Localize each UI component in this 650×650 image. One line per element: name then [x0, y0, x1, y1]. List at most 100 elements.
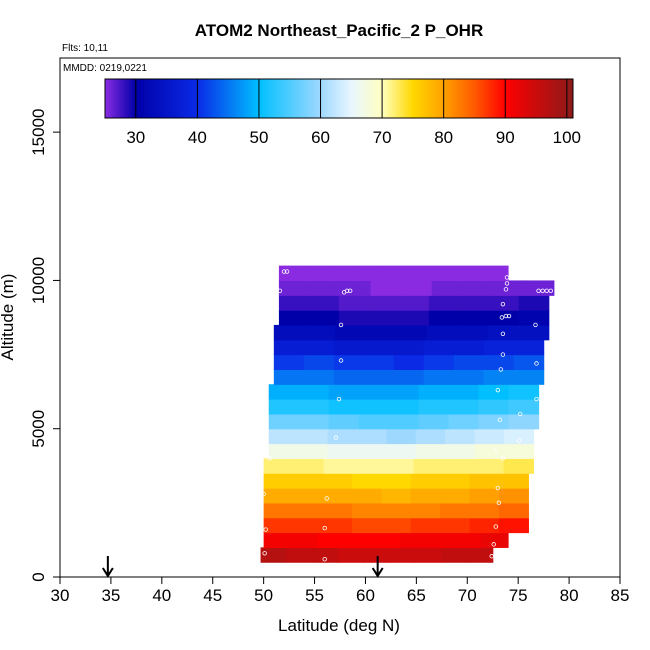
heatmap-cell-7-0 [268, 443, 299, 459]
heatmap-cell-3-4 [381, 502, 412, 519]
heatmap-cell-15-3 [365, 324, 397, 341]
latitude-markers [102, 556, 384, 578]
heatmap-cell-17-1 [308, 295, 340, 311]
heatmap-cell-12-0 [273, 369, 305, 385]
heatmap-cell-0-6 [415, 547, 442, 563]
colorbar-tick-label-60: 60 [311, 128, 330, 147]
heatmap-cell-4-4 [381, 488, 412, 504]
heatmap-bands [260, 265, 555, 563]
heatmap-cell-6-6 [443, 458, 475, 474]
heatmap-cell-1-6 [426, 532, 455, 548]
heatmap-cell-12-6 [453, 369, 485, 385]
sample-point-17 [518, 411, 523, 417]
x-tick-label-55: 55 [305, 586, 324, 605]
sample-point-3 [491, 542, 496, 547]
sample-point-26 [500, 331, 506, 337]
heatmap-cell-3-0 [263, 502, 294, 519]
heatmap-cell-11-3 [358, 384, 390, 400]
heatmap-cell-19-2 [329, 265, 356, 282]
y-tick-label-15000: 15000 [29, 109, 48, 156]
heatmap-cell-1-7 [453, 532, 482, 548]
heatmap-cell-0-7 [441, 547, 468, 563]
heatmap-cell-6-3 [353, 458, 385, 474]
sample-point-20 [495, 387, 501, 393]
heatmap-cell-2-5 [410, 517, 441, 534]
heatmap-cell-0-8 [466, 547, 494, 563]
heatmap-cell-10-4 [388, 399, 420, 415]
y-tick-label-10000: 10000 [29, 257, 48, 304]
colorbar: 30 40 50 60 70 80 90 100 [104, 78, 581, 147]
heatmap-cell-5-0 [263, 473, 294, 489]
heatmap-cell-13-1 [303, 354, 335, 370]
sample-point-14 [333, 435, 339, 440]
heatmap-cell-2-3 [351, 517, 382, 534]
sample-point-31 [500, 301, 506, 307]
heatmap-cell-3-1 [293, 502, 324, 519]
heatmap-cell-1-5 [399, 532, 428, 548]
heatmap-cell-7-6 [445, 443, 476, 459]
x-tick-label-30: 30 [51, 586, 70, 605]
heatmap-cell-8-8 [504, 428, 535, 445]
heatmap-cell-0-2 [312, 547, 339, 563]
heatmap-cell-14-7 [483, 339, 515, 356]
heatmap-cell-3-8 [498, 502, 529, 519]
heatmap-cell-0-5 [389, 547, 416, 563]
sample-point-16 [497, 417, 503, 423]
heatmap-cell-16-2 [338, 310, 370, 326]
heatmap-cell-6-4 [383, 458, 415, 474]
heatmap-cell-15-8 [518, 324, 550, 341]
heatmap-cell-19-1 [304, 265, 331, 282]
heatmap-cell-7-1 [298, 443, 329, 459]
heatmap-cell-8-1 [298, 428, 329, 445]
sample-point-9 [496, 500, 502, 506]
y-tick-label-0: 0 [29, 572, 48, 581]
heatmap-cell-13-3 [363, 354, 395, 370]
heatmap-cell-14-2 [333, 339, 365, 356]
heatmap-cell-18-8 [523, 280, 555, 296]
heatmap-cell-5-4 [381, 473, 412, 489]
heatmap-cell-19-7 [457, 265, 484, 282]
heatmap-cell-1-8 [480, 532, 509, 548]
sample-point-28 [503, 313, 509, 319]
heatmap-cell-4-7 [469, 488, 500, 504]
heatmap-cell-14-3 [363, 339, 395, 356]
heatmap-cell-15-5 [426, 324, 458, 341]
heatmap-cell-1-0 [263, 532, 292, 548]
heatmap-cell-18-0 [278, 280, 311, 296]
heatmap-cell-15-4 [396, 324, 428, 341]
heatmap-cell-7-3 [356, 443, 387, 459]
heatmap-cell-11-7 [478, 384, 510, 400]
heatmap-cell-9-3 [358, 413, 390, 430]
heatmap-cell-18-4 [401, 280, 433, 296]
heatmap-cell-17-3 [368, 295, 400, 311]
sample-point-2 [489, 554, 494, 559]
x-tick-label-85: 85 [611, 586, 630, 605]
sample-point-6 [493, 524, 498, 529]
heatmap-cell-12-7 [483, 369, 515, 385]
heatmap-cell-4-3 [351, 488, 382, 504]
heatmap-cell-1-1 [290, 532, 319, 548]
sample-point-15 [517, 438, 522, 443]
heatmap-cell-13-5 [423, 354, 455, 370]
heatmap-cell-9-4 [388, 413, 420, 430]
x-tick-label-45: 45 [203, 586, 222, 605]
heatmap-cell-9-8 [508, 413, 540, 430]
sample-point-44 [284, 269, 290, 274]
heatmap-cell-6-1 [293, 458, 325, 474]
colorbar-ticks: 30 40 50 60 70 80 90 100 [126, 79, 581, 147]
heatmap-cell-7-5 [415, 443, 446, 459]
heatmap-cell-18-3 [370, 280, 402, 296]
heatmap-cell-0-4 [363, 547, 391, 563]
sample-point-34 [344, 288, 350, 294]
heatmap-cell-8-5 [415, 428, 446, 445]
heatmap-cell-5-2 [322, 473, 353, 489]
heatmap-cell-12-8 [513, 369, 545, 385]
heatmap-cell-3-6 [440, 502, 471, 519]
sample-point-38 [540, 288, 545, 294]
heatmap-cell-5-7 [469, 473, 500, 489]
heatmap-cell-2-6 [440, 517, 471, 534]
x-axis: 30 35 40 45 50 55 60 65 70 75 80 85 [51, 576, 630, 605]
heatmap-cell-11-4 [388, 384, 420, 400]
heatmap-cell-19-0 [278, 265, 305, 282]
sample-point-37 [536, 288, 541, 294]
